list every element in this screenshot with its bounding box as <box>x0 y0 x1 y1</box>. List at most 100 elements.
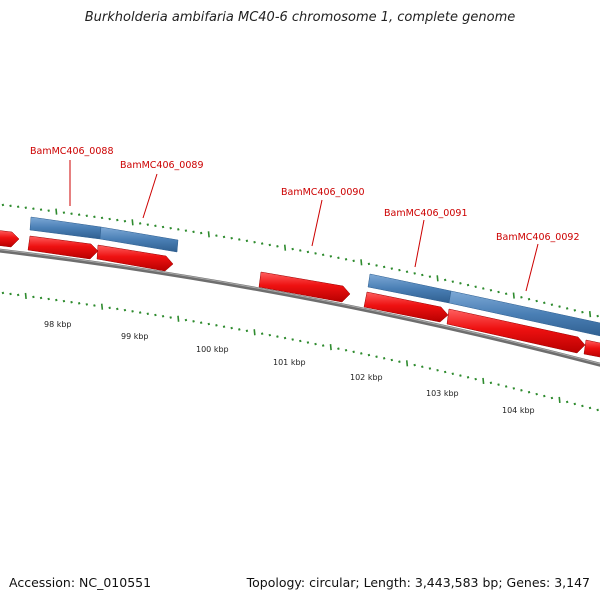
cds-feature-0090[interactable] <box>258 271 351 303</box>
minor-tick <box>459 282 462 285</box>
genome-backbone <box>0 248 600 367</box>
genome-title: Burkholderia ambifaria MC40-6 chromosome… <box>84 10 516 25</box>
minor-tick <box>581 404 584 408</box>
minor-tick <box>184 229 188 232</box>
minor-tick <box>314 252 317 255</box>
minor-tick <box>543 394 546 398</box>
gene-feature-0092[interactable] <box>448 290 600 337</box>
cds-feature-0088[interactable] <box>27 235 99 260</box>
major-tick <box>283 244 287 251</box>
minor-tick <box>527 297 531 301</box>
minor-tick <box>215 234 218 237</box>
minor-tick <box>504 385 508 388</box>
minor-tick <box>565 307 569 310</box>
cds-feature-0091[interactable] <box>363 291 449 323</box>
minor-tick <box>573 309 577 312</box>
minor-tick <box>85 303 89 306</box>
gene-label-0090[interactable]: BamMC406_0090 <box>281 187 364 198</box>
cds-feature-0089[interactable] <box>96 244 174 272</box>
major-tick <box>512 292 515 299</box>
cds-feature[interactable] <box>0 230 20 248</box>
gene-feature-0089[interactable] <box>99 226 179 253</box>
minor-tick <box>352 259 355 263</box>
minor-tick <box>116 307 119 311</box>
minor-tick <box>428 367 432 370</box>
major-tick <box>360 259 363 266</box>
minor-tick <box>596 408 599 412</box>
minor-tick <box>337 256 340 260</box>
minor-tick <box>550 396 554 400</box>
minor-tick <box>16 205 20 209</box>
gene-feature-0088[interactable] <box>29 216 102 240</box>
genome-summary-text: Topology: circular; Length: 3,443,583 bp… <box>246 575 590 590</box>
major-tick <box>24 292 27 299</box>
minor-tick <box>131 310 134 313</box>
minor-tick <box>474 285 477 289</box>
minor-tick <box>146 223 150 226</box>
minor-tick <box>291 338 294 341</box>
gene-label-0092[interactable]: BamMC406_0092 <box>496 232 579 243</box>
minor-tick <box>70 300 73 304</box>
cds-feature-0092[interactable] <box>446 308 586 354</box>
minor-tick <box>451 372 455 376</box>
minor-tick <box>47 209 50 212</box>
gene-label-0091[interactable]: BamMC406_0091 <box>384 208 467 219</box>
minor-tick <box>9 292 12 296</box>
minor-tick <box>504 292 508 296</box>
minor-tick <box>62 211 66 214</box>
minor-tick <box>413 272 416 275</box>
gene-label-0088[interactable]: BamMC406_0088 <box>30 146 113 157</box>
minor-tick <box>344 348 348 352</box>
minor-tick <box>39 296 43 300</box>
minor-tick <box>230 236 233 240</box>
accession-text: Accession: NC_010551 <box>9 575 152 590</box>
outer-tick-track <box>1 203 599 318</box>
minor-tick <box>161 314 165 318</box>
minor-tick <box>535 299 538 303</box>
minor-tick <box>222 235 226 239</box>
minor-tick <box>100 216 104 220</box>
minor-tick <box>77 301 81 305</box>
minor-tick <box>93 215 96 219</box>
minor-tick <box>565 400 569 404</box>
gene-label-0089[interactable]: BamMC406_0089 <box>120 160 203 171</box>
minor-tick <box>116 218 119 222</box>
minor-tick <box>306 250 310 254</box>
minor-tick <box>245 329 249 333</box>
minor-tick <box>497 383 500 386</box>
minor-tick <box>443 278 447 282</box>
minor-tick <box>169 226 172 230</box>
kbp-label: 101 kbp <box>273 358 306 367</box>
minor-tick <box>512 387 516 390</box>
minor-tick <box>367 353 371 357</box>
minor-tick <box>291 247 294 251</box>
minor-tick <box>192 320 195 323</box>
minor-tick <box>581 310 584 314</box>
minor-tick <box>276 335 279 338</box>
label-leader-line <box>142 173 158 219</box>
minor-tick <box>459 374 462 377</box>
minor-tick <box>154 313 157 317</box>
kbp-label: 100 kbp <box>196 345 229 354</box>
minor-tick <box>245 239 249 243</box>
kbp-label: 98 kbp <box>44 320 72 329</box>
minor-tick <box>382 357 386 360</box>
minor-tick <box>70 212 73 215</box>
minor-tick <box>421 273 424 277</box>
minor-tick <box>421 365 424 369</box>
minor-tick <box>268 243 272 247</box>
major-tick <box>100 303 104 310</box>
minor-tick <box>428 275 432 278</box>
minor-tick <box>1 291 5 295</box>
minor-tick <box>39 208 43 211</box>
minor-tick <box>558 305 561 308</box>
cds-feature[interactable] <box>583 339 600 358</box>
major-tick <box>207 231 210 238</box>
major-tick <box>177 315 180 322</box>
minor-tick <box>77 213 81 216</box>
genome-backbone-highlight <box>0 249 600 365</box>
minor-tick <box>474 377 477 381</box>
major-tick <box>253 329 256 336</box>
label-leader-line <box>525 243 539 292</box>
